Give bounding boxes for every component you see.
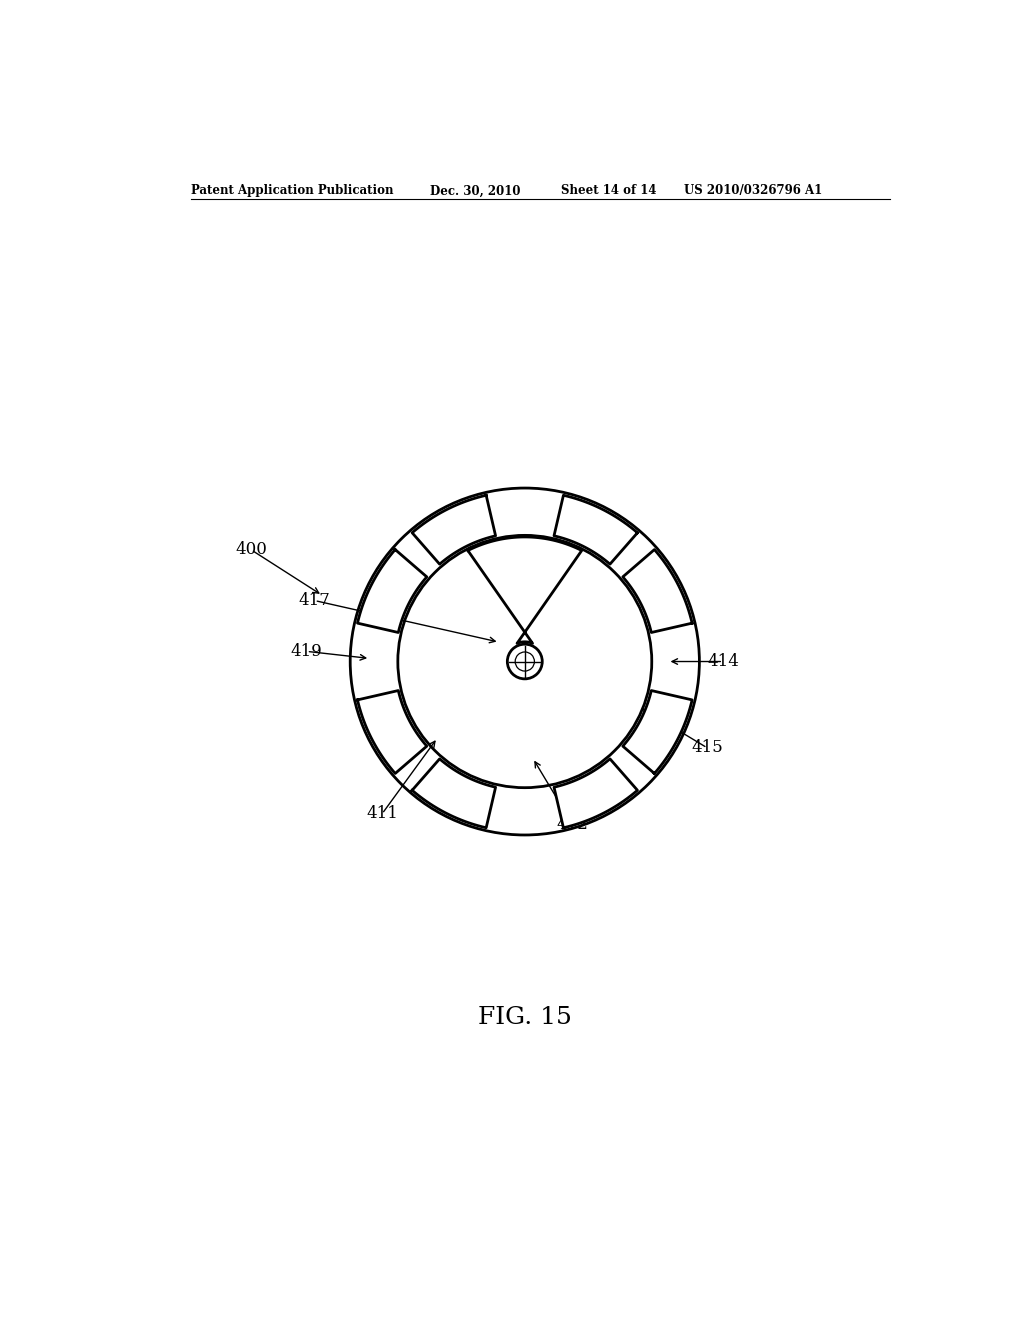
Polygon shape bbox=[468, 537, 582, 643]
Polygon shape bbox=[554, 495, 638, 564]
Text: FIG. 15: FIG. 15 bbox=[478, 1006, 571, 1028]
Text: 415: 415 bbox=[691, 739, 723, 756]
Polygon shape bbox=[623, 690, 692, 774]
Polygon shape bbox=[554, 759, 638, 828]
Polygon shape bbox=[357, 549, 427, 632]
Text: 414: 414 bbox=[708, 653, 739, 671]
Polygon shape bbox=[623, 549, 692, 632]
Text: Dec. 30, 2010: Dec. 30, 2010 bbox=[430, 185, 520, 198]
Text: Sheet 14 of 14: Sheet 14 of 14 bbox=[560, 185, 656, 198]
Text: US 2010/0326796 A1: US 2010/0326796 A1 bbox=[684, 185, 822, 198]
Polygon shape bbox=[412, 759, 496, 828]
Circle shape bbox=[507, 644, 543, 678]
Text: 417: 417 bbox=[299, 593, 331, 609]
Text: Patent Application Publication: Patent Application Publication bbox=[191, 185, 394, 198]
Polygon shape bbox=[412, 495, 496, 564]
Text: 400: 400 bbox=[236, 541, 267, 558]
Text: 419: 419 bbox=[291, 643, 323, 660]
Text: 412: 412 bbox=[556, 816, 589, 833]
Polygon shape bbox=[357, 690, 427, 774]
Text: 411: 411 bbox=[366, 805, 398, 822]
